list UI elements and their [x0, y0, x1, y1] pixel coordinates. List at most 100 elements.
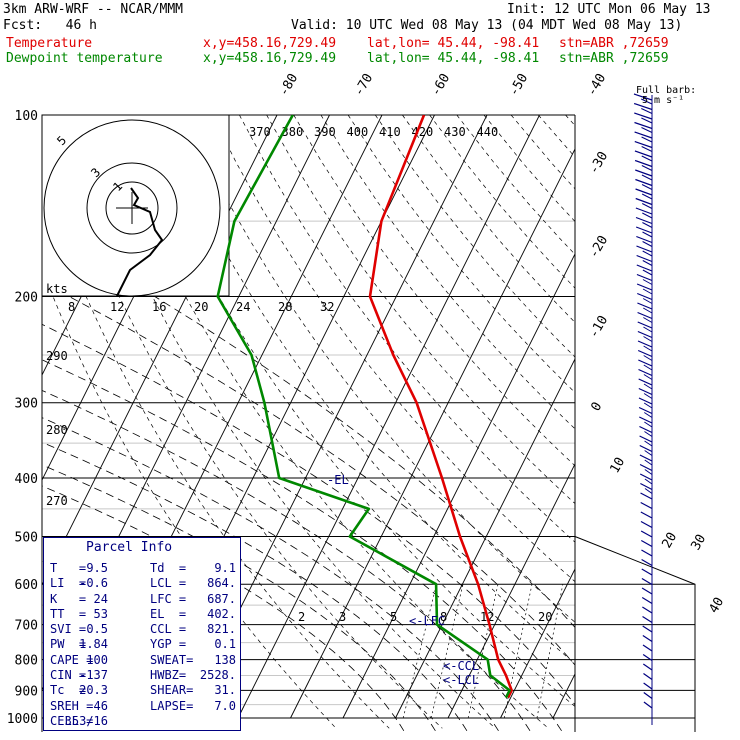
parcel-key: PW =: [50, 637, 87, 652]
parcel-key: LFC =: [150, 591, 187, 606]
wind-barb: [637, 302, 653, 310]
dry-adiabat: [266, 115, 575, 505]
isotherm-label: -40: [584, 71, 609, 99]
parcel-value: -137: [79, 668, 108, 683]
wind-barb-half: [641, 165, 653, 171]
dewpoint-legend: Dewpoint temperature: [6, 51, 163, 66]
dry-adiabat: [593, 115, 740, 728]
isotherm-line: [447, 462, 575, 719]
wind-barb: [636, 283, 653, 291]
parcel-value: 24: [93, 591, 108, 606]
dry-adiabat: [620, 115, 740, 728]
parcel-key: CIN =: [50, 668, 87, 683]
wind-barb: [642, 634, 653, 643]
wind-barb: [643, 692, 653, 699]
lower-right-border: [574, 536, 696, 732]
theta-label: 380: [282, 125, 304, 139]
parcel-row: K = 24 LFC = 687.: [50, 592, 240, 607]
pressure-tick-label: 500: [15, 530, 38, 545]
wind-barb: [636, 235, 653, 244]
wind-barb: [639, 473, 653, 481]
init-time: Init: 12 UTC Mon 06 May 13: [507, 2, 711, 17]
mixing-ratio-line: [581, 584, 604, 718]
wind-barb-half: [642, 260, 653, 266]
forecast-hour: Fcst: 46 h: [3, 18, 97, 33]
parcel-row: T = 9.5 Td = 9.1: [50, 561, 240, 576]
theta-label: 370: [249, 125, 271, 139]
wind-barb-half: [644, 478, 653, 485]
wind-barb-half: [644, 412, 653, 418]
parcel-value: 1.84: [79, 637, 108, 652]
wind-barb-half: [643, 383, 653, 390]
parcel-value: 20.3: [79, 683, 108, 698]
wind-barb-half: [641, 155, 653, 162]
isotherm-line: [395, 357, 575, 719]
dewpoint-xy: x,y=458.16,729.49: [203, 51, 337, 66]
wind-barb-half: [643, 355, 653, 361]
wind-barb-half: [640, 98, 653, 105]
wind-barb: [634, 159, 653, 168]
parcel-info-title: Parcel Info: [86, 540, 173, 555]
wind-barb: [641, 577, 653, 586]
wind-barb-half: [641, 184, 653, 190]
model-title: 3km ARW-WRF -- NCAR/MMM: [3, 2, 184, 17]
parcel-key: CELL =: [50, 713, 94, 728]
parcel-key: EL =: [150, 606, 187, 621]
hodograph-speed-label: 28: [278, 300, 292, 314]
parcel-value: 0.5: [86, 622, 108, 637]
pressure-tick-label: 700: [15, 619, 38, 634]
parcel-row: CIN = -137 HWBZ= 2528.: [50, 668, 240, 683]
parcel-value: 9.5: [86, 561, 108, 575]
dry-adiabat: [211, 115, 575, 583]
wind-barb: [641, 596, 653, 605]
hodograph-speed-label: 20: [194, 300, 208, 314]
wind-barb: [635, 207, 653, 215]
wind-barb-half: [641, 193, 653, 200]
parcel-value: -0.6: [79, 576, 108, 591]
parcel-value: 100: [86, 652, 108, 667]
moist-adiabat: [154, 296, 575, 629]
theta-e-label: 270: [46, 494, 68, 508]
wind-barb: [634, 121, 653, 130]
moist-adiabat: [42, 441, 468, 732]
wind-barb-half: [643, 374, 653, 380]
wind-barb: [635, 226, 653, 234]
dewpoint-station: stn=ABR ,72659: [559, 51, 669, 66]
wind-barb: [642, 615, 653, 624]
wind-barb-half: [642, 288, 653, 295]
wind-barb-half: [641, 108, 653, 114]
temperature-station: stn=ABR ,72659: [559, 36, 669, 51]
wind-barb-half: [641, 127, 653, 133]
hodograph-speed-label: 32: [320, 300, 334, 314]
wind-barb: [643, 673, 653, 680]
dewpoint-latlon: lat,lon= 45.44, -98.41: [367, 51, 540, 66]
isotherm-label: 0: [588, 400, 605, 414]
wind-barb: [638, 387, 653, 396]
parcel-key: YGP =: [150, 637, 187, 652]
wind-barb: [642, 663, 653, 671]
valid-time: Valid: 10 UTC Wed 08 May 13 (04 MDT Wed …: [291, 18, 683, 33]
dry-adiabat: [103, 115, 549, 729]
pressure-tick-label: 200: [15, 291, 38, 306]
wind-barb-half: [642, 231, 653, 238]
isotherm-label: -70: [351, 71, 376, 99]
isotherm-label: 40: [706, 595, 727, 616]
dry-adiabat: [184, 115, 575, 623]
wind-barb: [637, 340, 653, 348]
dry-adiabat: [48, 115, 443, 729]
wind-barb: [639, 435, 653, 443]
wind-barb-half: [643, 326, 653, 333]
parcel-key: K =: [50, 591, 87, 606]
isotherm-label: 30: [688, 532, 709, 553]
wind-barb-half: [643, 307, 653, 314]
pressure-tick-label: 400: [15, 472, 38, 487]
isotherm-line: [606, 115, 740, 718]
temperature-legend: Temperature: [6, 36, 93, 51]
hodograph-units: kts: [46, 282, 68, 296]
wind-barb: [636, 254, 653, 263]
parcel-row: SVI = 0.5 CCL = 821.: [50, 622, 240, 637]
dry-adiabat: [538, 115, 575, 158]
isotherm-label: -60: [428, 71, 453, 99]
parcel-value: 7.0: [214, 698, 236, 713]
parcel-value: 2528.: [199, 668, 236, 683]
